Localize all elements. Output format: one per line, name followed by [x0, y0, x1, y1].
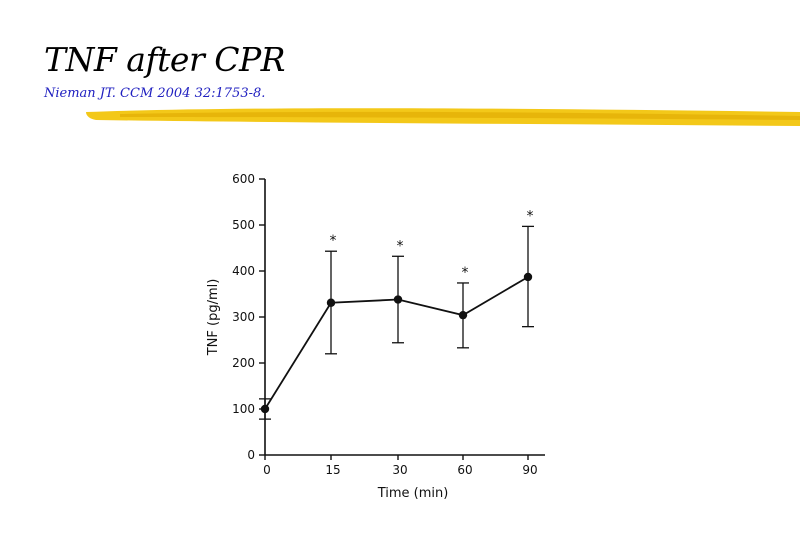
error-bars [259, 225, 534, 420]
x-tick-label: 30 [392, 463, 407, 477]
data-point [523, 272, 533, 282]
data-point [393, 295, 403, 304]
significance-star: * [462, 265, 469, 281]
y-tick-label: 100 [232, 402, 255, 416]
significance-star: * [527, 208, 534, 224]
x-tick-label: 15 [325, 463, 340, 477]
data-point [326, 298, 336, 307]
y-tick-label: 500 [232, 218, 255, 232]
x-tick-label: 90 [522, 463, 537, 477]
citation-link[interactable]: Nieman JT. CCM 2004 32:1753-8. [44, 86, 266, 101]
y-tick-label: 400 [232, 264, 255, 278]
significance-star: * [330, 233, 337, 249]
y-tick-label: 0 [247, 448, 255, 462]
slide-title: TNF after CPR [44, 40, 286, 79]
data-point [458, 310, 468, 320]
y-tick-label: 200 [232, 356, 255, 370]
x-tick-label: 60 [457, 463, 472, 477]
y-axis-label: TNF (pg/ml) [206, 279, 221, 357]
x-axis-label: Time (min) [377, 486, 449, 501]
x-tick-label: 0 [263, 463, 271, 477]
y-tick-label: 300 [232, 310, 255, 324]
significance-markers: * * * * [330, 208, 534, 281]
y-tick-label: 600 [232, 172, 255, 186]
chart-axes: 0 100 200 300 400 500 600 0 15 30 60 90 [232, 172, 545, 477]
data-point [260, 404, 270, 414]
significance-star: * [397, 238, 404, 254]
data-points [260, 272, 533, 414]
